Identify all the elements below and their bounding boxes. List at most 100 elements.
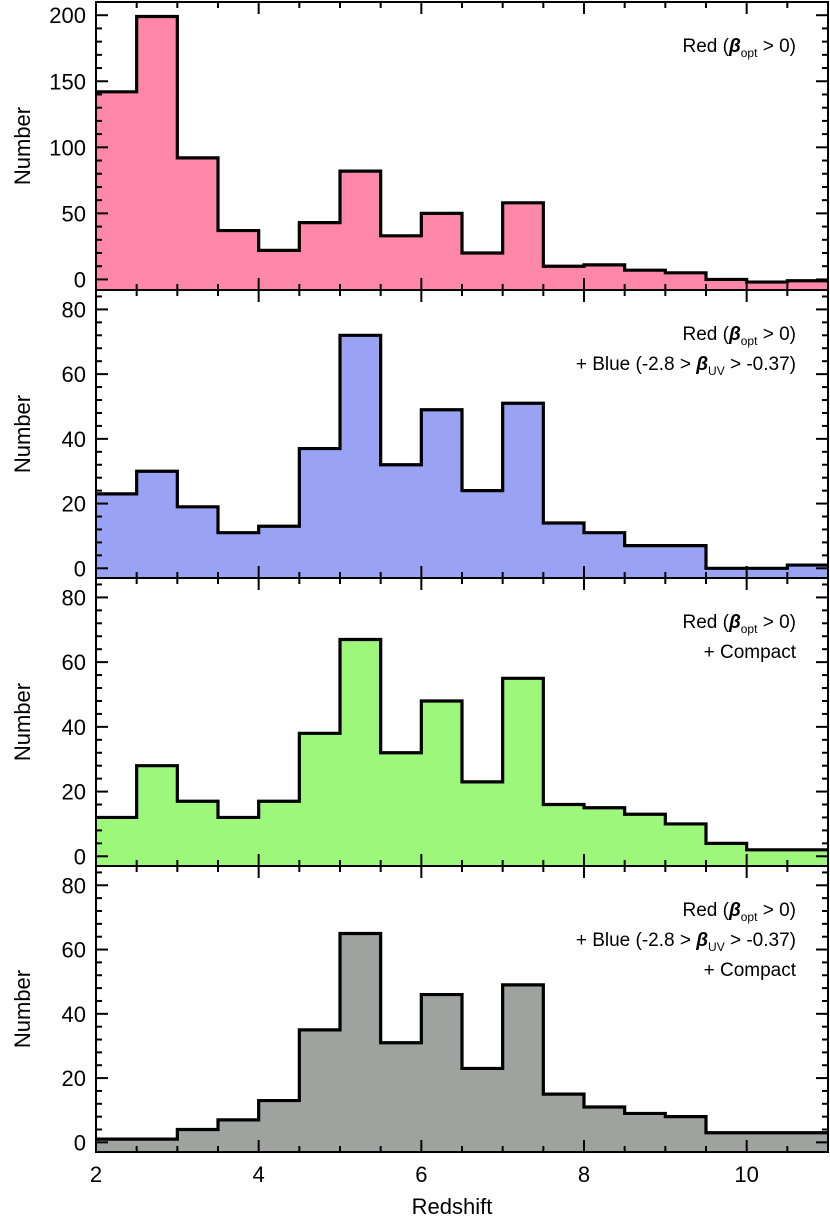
- histogram-bar: [299, 448, 341, 578]
- histogram-bar: [462, 781, 504, 866]
- histogram-bar: [706, 568, 748, 578]
- y-tick-label: 0: [74, 267, 86, 292]
- histogram-bar: [218, 817, 260, 866]
- legend-line: + Compact: [704, 960, 797, 981]
- histogram-bar: [746, 568, 788, 578]
- y-tick-label: 20: [62, 780, 86, 805]
- histogram-bar: [96, 817, 138, 866]
- legend-line: Red (βopt > 0): [682, 900, 796, 924]
- histogram-bar: [787, 1132, 829, 1152]
- panel-1: 0 50 100 150 200 Number Red (βopt > 0): [10, 1, 829, 292]
- histogram-bar: [462, 253, 504, 290]
- histogram-bar: [584, 532, 626, 578]
- histogram-bar: [706, 1132, 748, 1152]
- histogram-bar: [340, 933, 382, 1152]
- x-tick-label: 2: [90, 1162, 102, 1187]
- x-tick-label: 6: [415, 1162, 427, 1187]
- panel-4: 0 20 40 60 80 Number Red (βopt > 0) + Blue (-2.…: [10, 865, 829, 1155]
- histogram-bar: [746, 1132, 788, 1152]
- histogram-bar: [665, 272, 707, 290]
- histogram-bar: [624, 270, 666, 290]
- histogram-bar: [299, 733, 341, 866]
- histogram-bar: [584, 807, 626, 866]
- x-tick-label: 8: [578, 1162, 590, 1187]
- y-tick-label: 80: [62, 585, 86, 610]
- y-axis-title: Number: [10, 970, 35, 1048]
- y-tick-label: 0: [74, 844, 86, 869]
- histogram-bar: [462, 1068, 504, 1152]
- y-tick-label: 20: [62, 492, 86, 517]
- histogram-outline: [96, 333, 828, 570]
- histogram-bar: [380, 1042, 422, 1152]
- histogram-bar: [177, 157, 219, 290]
- histogram-bar: [665, 823, 707, 866]
- histogram-bar: [624, 814, 666, 866]
- histogram-bar: [421, 213, 463, 290]
- histogram-bar: [136, 765, 178, 866]
- histogram-bar: [746, 282, 788, 290]
- histogram-bar: [624, 1113, 666, 1152]
- y-tick-label: 80: [62, 297, 86, 322]
- histogram-bar: [340, 335, 382, 578]
- panel-3: 0 20 40 60 80 Number Red (βopt > 0) + Compact: [10, 577, 829, 869]
- histogram-bar: [258, 801, 300, 866]
- histogram-bar: [502, 202, 544, 290]
- histogram-bar: [421, 700, 463, 866]
- legend-line: Red (βopt > 0): [682, 612, 796, 636]
- histogram-bar: [380, 235, 422, 290]
- y-tick-label: 40: [62, 1002, 86, 1027]
- legend-line: Red (βopt > 0): [682, 36, 796, 60]
- legend-line: + Compact: [704, 642, 797, 663]
- histogram-bar: [665, 1116, 707, 1152]
- histogram-outline: [96, 637, 828, 852]
- histogram-bar: [177, 1129, 219, 1152]
- histogram-bar: [96, 1139, 138, 1152]
- histogram-bar: [380, 464, 422, 578]
- histogram-bar: [543, 804, 585, 866]
- histogram-bar: [665, 545, 707, 578]
- y-axis-title: Number: [10, 107, 35, 185]
- histogram-outline: [96, 931, 828, 1141]
- histogram-bar: [340, 171, 382, 290]
- y-tick-label: 50: [62, 201, 86, 226]
- x-tick-label: 4: [253, 1162, 265, 1187]
- histogram-bar: [96, 493, 138, 578]
- y-tick-label: 200: [49, 3, 86, 28]
- y-tick-label: 150: [49, 69, 86, 94]
- histogram-bar: [136, 16, 178, 291]
- y-tick-label: 60: [62, 362, 86, 387]
- histogram-bar: [706, 279, 748, 290]
- histogram-bar: [258, 526, 300, 578]
- panel-2: 0 20 40 60 80 Number Red (βopt > 0) + Blue (-2.…: [10, 289, 829, 581]
- histogram-bar: [746, 849, 788, 866]
- histogram-bar: [218, 230, 260, 290]
- y-tick-label: 100: [49, 135, 86, 160]
- legend-line: Red (βopt > 0): [682, 324, 796, 348]
- histogram-bar: [299, 222, 341, 290]
- histogram-bar: [218, 1119, 260, 1152]
- histogram-bar: [218, 532, 260, 578]
- histogram-bar: [299, 1029, 341, 1152]
- y-tick-label: 0: [74, 556, 86, 581]
- histogram-bar: [96, 91, 138, 290]
- histogram-bar: [787, 280, 829, 290]
- histogram-bar: [421, 409, 463, 578]
- y-tick-label: 0: [74, 1130, 86, 1155]
- y-tick-label: 60: [62, 938, 86, 963]
- legend-line: + Blue (-2.8 > βUV > -0.37): [576, 354, 796, 378]
- histogram-outline: [96, 14, 828, 284]
- histogram-bar: [421, 994, 463, 1152]
- y-tick-label: 40: [62, 715, 86, 740]
- histogram-bar: [624, 545, 666, 578]
- y-tick-label: 60: [62, 650, 86, 675]
- histogram-bar: [543, 522, 585, 578]
- histogram-bar: [380, 752, 422, 866]
- y-axis-title: Number: [10, 683, 35, 761]
- histogram-bar: [136, 1139, 178, 1152]
- y-axis-title: Number: [10, 395, 35, 473]
- histogram-bar: [462, 490, 504, 578]
- y-tick-label: 20: [62, 1066, 86, 1091]
- histogram-bar: [584, 1107, 626, 1152]
- histogram-bar: [543, 266, 585, 290]
